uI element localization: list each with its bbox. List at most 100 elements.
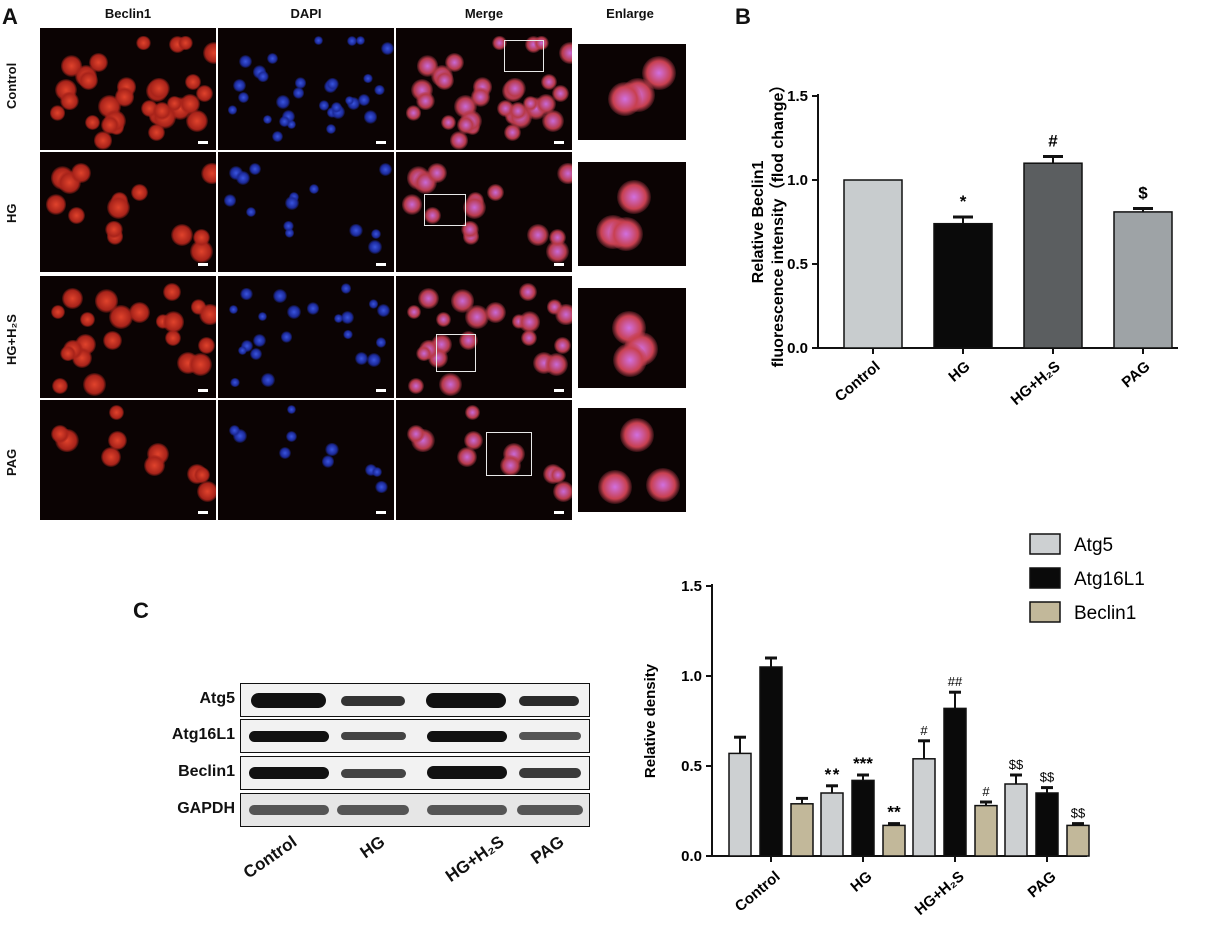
cell — [354, 351, 368, 365]
cell — [330, 101, 342, 113]
cell — [306, 302, 320, 315]
cell — [458, 331, 478, 351]
blot-xlabel-hg: HG — [356, 832, 388, 863]
cell — [228, 304, 238, 314]
cell — [370, 228, 381, 239]
blot-strip-atg16l1 — [240, 719, 590, 753]
cell — [79, 70, 99, 90]
cell — [358, 94, 371, 107]
blot-band — [517, 805, 583, 815]
cell — [85, 114, 101, 131]
cell — [544, 352, 569, 377]
cell — [143, 455, 165, 477]
bar-atg5 — [820, 792, 844, 857]
cell — [377, 303, 391, 317]
cell — [340, 283, 352, 294]
scale-bar — [198, 389, 208, 392]
cell — [52, 377, 69, 394]
cell — [240, 287, 253, 301]
x-tick-label: Control — [832, 358, 884, 405]
cell — [196, 84, 214, 102]
row-label-control: Control — [4, 62, 19, 110]
panel-a-label: A — [2, 4, 18, 29]
significance-label: # — [1048, 131, 1058, 150]
micrograph-panel — [218, 28, 394, 150]
significance-label: # — [920, 723, 928, 738]
cell — [484, 302, 506, 324]
cell — [346, 35, 358, 47]
blot-band — [249, 731, 329, 742]
cell — [192, 228, 210, 246]
x-tick-label: PAG — [1119, 358, 1154, 391]
cell — [152, 101, 172, 121]
enlarged-panel — [578, 408, 686, 512]
row-label-hg-h2s: HG+H₂S — [4, 314, 19, 366]
cell — [101, 116, 119, 134]
cell — [378, 162, 392, 176]
blot-strip-gapdh — [240, 793, 590, 827]
blot-strip-atg5 — [240, 683, 590, 717]
enlarged-cell — [613, 342, 648, 377]
significance-label: ** — [887, 803, 901, 822]
panel-c-label: C — [133, 598, 149, 623]
enlarged-cell — [619, 417, 654, 452]
cell — [546, 240, 569, 263]
bar-atg5 — [1004, 783, 1028, 857]
cell — [492, 35, 508, 51]
micrograph-panel — [40, 276, 216, 398]
column-header-dapi: DAPI — [290, 6, 322, 21]
cell — [444, 52, 464, 72]
bar — [1023, 162, 1083, 349]
cell — [366, 352, 381, 367]
enlarged-cell — [608, 81, 642, 116]
zoom-region-box — [436, 334, 476, 372]
cell — [523, 96, 539, 112]
scale-bar — [554, 263, 564, 266]
cell — [279, 116, 290, 127]
cell — [435, 70, 455, 90]
x-tick-label: HG — [945, 358, 973, 385]
cell — [50, 304, 66, 320]
legend-label-atg16l1: Atg16L1 — [1074, 569, 1145, 590]
blot-label-atg5: Atg5 — [199, 690, 235, 707]
enlarged-panel — [578, 44, 686, 140]
y-tick-label: 1.0 — [787, 172, 808, 189]
scale-bar — [554, 141, 564, 144]
bar-beclin1 — [1066, 824, 1090, 857]
scale-bar — [376, 511, 386, 514]
row-label-pag: PAG — [4, 448, 19, 476]
scale-bar — [198, 511, 208, 514]
micrograph-panel — [218, 276, 394, 398]
blot-xlabel-control: Control — [239, 832, 300, 883]
micrograph-panel — [396, 28, 572, 150]
cell — [114, 87, 135, 108]
micrograph-panel — [40, 400, 216, 520]
cell — [228, 424, 240, 436]
cell — [345, 96, 355, 106]
cell — [499, 455, 521, 477]
significance-label: $$ — [1071, 806, 1086, 821]
cell — [504, 77, 526, 99]
cell — [196, 480, 216, 503]
significance-label: $$ — [1009, 757, 1024, 772]
legend-swatch-beclin1 — [1029, 601, 1061, 623]
bar — [1113, 211, 1173, 349]
cell — [45, 194, 67, 215]
significance-label: $ — [1138, 184, 1148, 203]
blot-label-gapdh: GAPDH — [177, 800, 235, 817]
significance-label: ## — [948, 674, 963, 689]
cell — [257, 70, 269, 83]
cell — [283, 220, 294, 232]
blot-band — [341, 769, 406, 778]
y-tick-label: 0.0 — [681, 848, 702, 865]
scale-bar — [198, 141, 208, 144]
cell — [548, 228, 566, 246]
enlarged-panel — [578, 288, 686, 388]
cell — [93, 131, 113, 150]
legend-label-beclin1: Beclin1 — [1074, 603, 1136, 624]
blot-band — [519, 768, 581, 778]
cell — [463, 430, 483, 450]
cell — [527, 224, 550, 247]
micrograph-panel — [40, 152, 216, 272]
